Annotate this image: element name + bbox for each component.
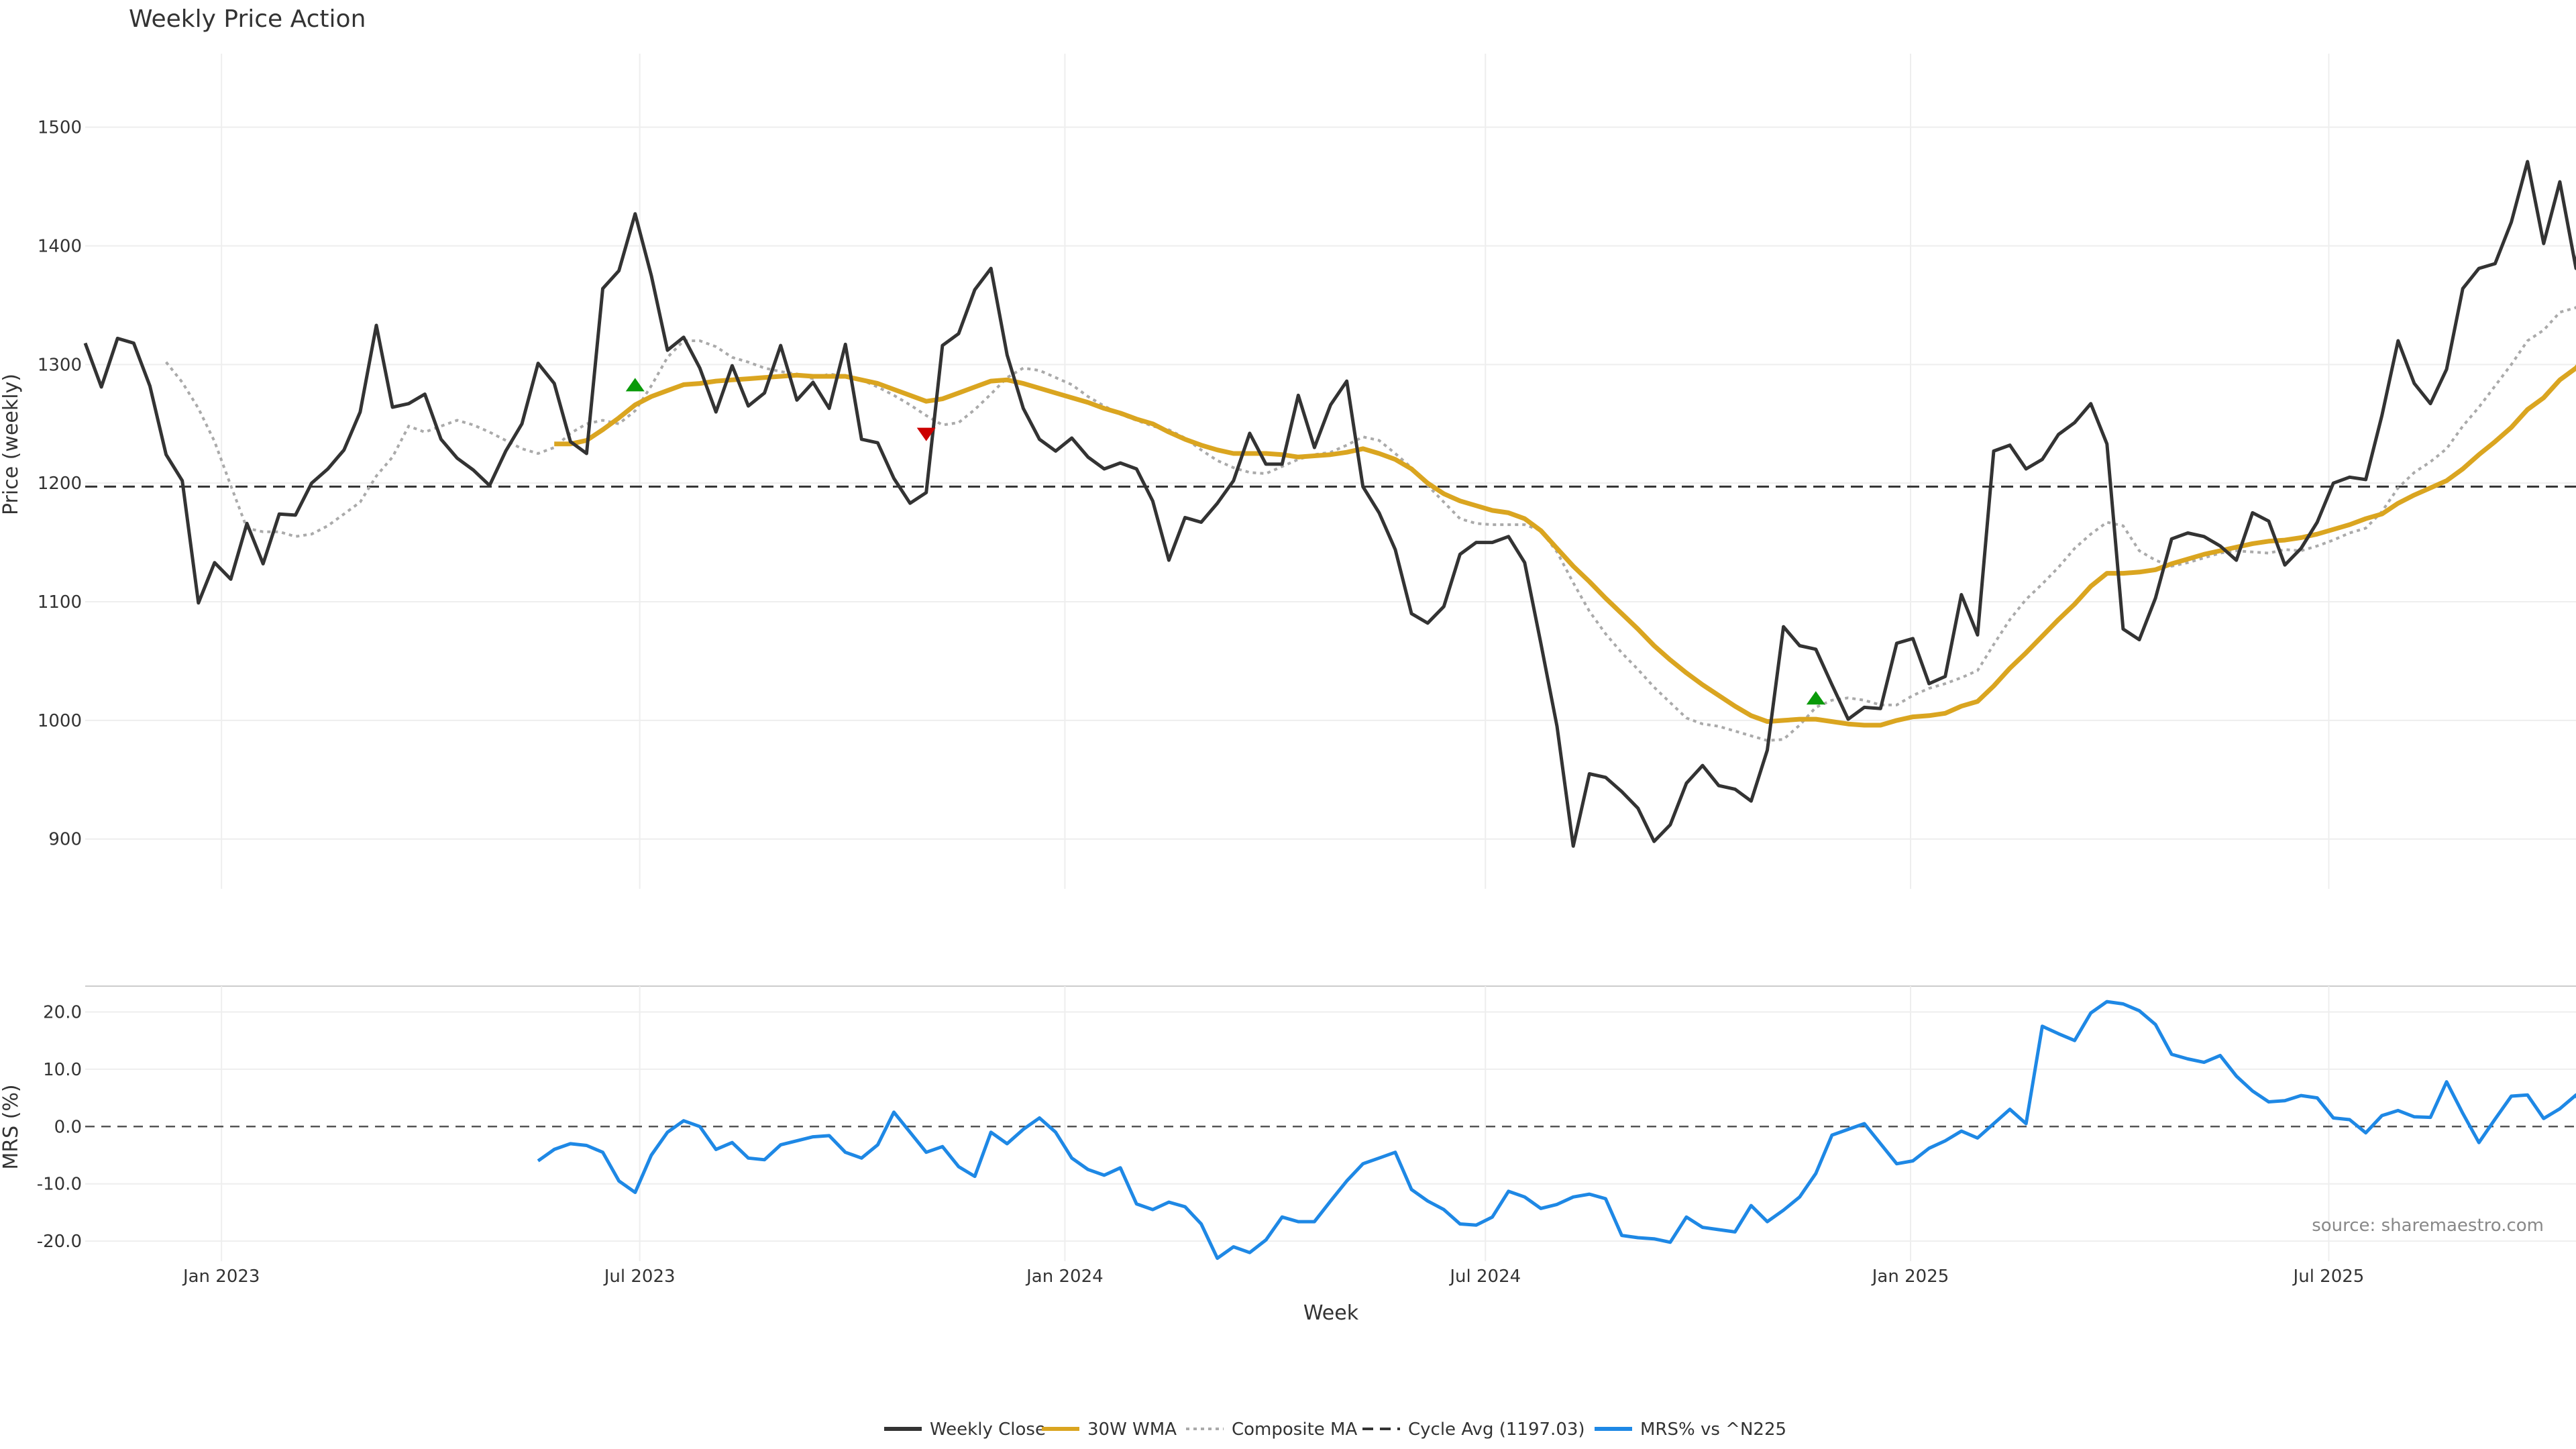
price-y-ticks: 900 1000 1100 1200 1300 1400 1500 <box>38 118 82 850</box>
source-note: source: sharemaestro.com <box>2312 1216 2544 1236</box>
series-composite-ma <box>165 305 2576 742</box>
x-tick-label: Jul 2024 <box>1448 1267 1521 1287</box>
price-y-tick-label: 900 <box>48 830 82 850</box>
price-y-tick-label: 1400 <box>38 236 82 256</box>
price-panel: 900 1000 1100 1200 1300 1400 1500 Price (weekl… <box>0 54 2576 889</box>
x-tick-label: Jan 2025 <box>1871 1267 1949 1287</box>
mrs-gridlines <box>85 986 2576 1261</box>
legend-label: 30W WMA <box>1087 1419 1177 1440</box>
mrs-y-axis-label: MRS (%) <box>0 1084 23 1169</box>
price-y-tick-label: 1100 <box>38 592 82 612</box>
legend-item: MRS% vs ^N225 <box>1595 1419 1786 1440</box>
chart-title: Weekly Price Action <box>129 5 366 33</box>
x-axis-label: Week <box>1303 1301 1359 1325</box>
price-y-axis-label: Price (weekly) <box>0 374 23 515</box>
x-tick-label: Jan 2024 <box>1025 1267 1104 1287</box>
legend-item: Weekly Close <box>884 1419 1046 1440</box>
x-tick-label: Jul 2025 <box>2292 1267 2365 1287</box>
mrs-y-tick-label: -20.0 <box>37 1232 82 1252</box>
series-weekly-close <box>83 160 2576 848</box>
legend-item: Composite MA <box>1186 1419 1357 1440</box>
mrs-panel: 20.0 10.0 0.0 -10.0 -20.0 MRS (%) source: sh… <box>0 985 2576 1261</box>
x-tick-label: Jul 2023 <box>603 1267 676 1287</box>
mrs-y-ticks: 20.0 10.0 0.0 -10.0 -20.0 <box>37 1002 82 1252</box>
price-y-tick-label: 1200 <box>38 474 82 494</box>
buy-signal-marker <box>625 378 645 392</box>
price-gridlines <box>85 54 2576 889</box>
x-axis-ticks: Jan 2023 Jul 2023 Jan 2024 Jul 2024 Jan 2025… <box>182 1267 2364 1287</box>
legend-label: MRS% vs ^N225 <box>1640 1419 1786 1440</box>
price-y-tick-label: 1300 <box>38 355 82 375</box>
buy-signal-marker <box>1806 691 1825 705</box>
legend-item: 30W WMA <box>1042 1419 1177 1440</box>
price-y-tick-label: 1000 <box>38 711 82 731</box>
legend-label: Cycle Avg (1197.03) <box>1408 1419 1585 1440</box>
legend-item: Cycle Avg (1197.03) <box>1362 1419 1585 1440</box>
mrs-y-tick-label: 0.0 <box>54 1117 82 1137</box>
legend-label: Weekly Close <box>930 1419 1046 1440</box>
mrs-y-tick-label: 10.0 <box>43 1060 82 1080</box>
x-tick-label: Jan 2023 <box>182 1267 260 1287</box>
mrs-y-tick-label: 20.0 <box>43 1002 82 1022</box>
legend: Weekly Close 30W WMA Composite MA Cycle Avg… <box>884 1419 1786 1440</box>
mrs-y-tick-label: -10.0 <box>37 1175 82 1195</box>
signal-markers <box>625 378 1825 705</box>
series-mrs <box>537 1000 2576 1260</box>
price-y-tick-label: 1500 <box>38 118 82 138</box>
legend-label: Composite MA <box>1232 1419 1357 1440</box>
series-30w-wma <box>554 364 2576 728</box>
sell-signal-marker <box>916 427 936 441</box>
